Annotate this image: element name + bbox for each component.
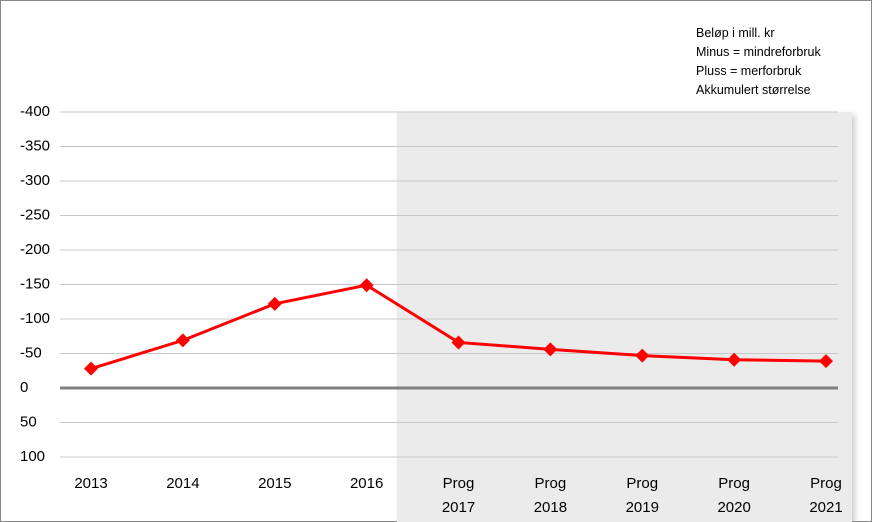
forecast-area [397, 112, 852, 522]
annotation: Minus = mindreforbruk [696, 45, 821, 59]
annotation: Beløp i mill. kr [696, 26, 775, 40]
annotation: Akkumulert størrelse [696, 83, 811, 97]
marker [451, 335, 466, 350]
x-tick-label: Prog 2020 [717, 475, 751, 516]
y-tick-label: -200 [20, 241, 50, 258]
x-tick-label: Prog 2021 [809, 475, 843, 516]
x-tick-label: Prog 2019 [625, 475, 659, 516]
y-tick-label: -350 [20, 137, 50, 154]
y-tick-label: -300 [20, 172, 50, 189]
annotation: Pluss = merforbruk [696, 64, 802, 78]
y-tick-label: -250 [20, 206, 50, 223]
marker [635, 348, 650, 363]
y-tick-label: -400 [20, 103, 50, 120]
y-tick-label: 0 [20, 379, 28, 396]
marker [175, 333, 190, 348]
x-tick-label: 2013 [74, 475, 108, 492]
x-tick-label: 2015 [258, 475, 292, 492]
x-tick-label: 2016 [349, 475, 384, 492]
marker [543, 342, 558, 357]
marker [727, 352, 742, 367]
y-tick-label: -150 [20, 275, 50, 292]
marker [267, 296, 282, 311]
y-tick-label: -100 [20, 310, 50, 327]
marker [819, 354, 833, 369]
marker [84, 361, 98, 376]
x-tick-label: Prog 2018 [533, 475, 568, 516]
x-tick-label: Prog 2017 [441, 475, 476, 516]
y-tick-label: 50 [20, 413, 37, 430]
x-tick-label: 2014 [166, 475, 200, 492]
y-tick-label: 100 [20, 448, 45, 465]
marker [359, 278, 374, 293]
annotation-box: Beløp i mill. kr Minus = mindreforbruk Plu… [696, 24, 821, 100]
y-tick-label: -50 [20, 344, 42, 361]
